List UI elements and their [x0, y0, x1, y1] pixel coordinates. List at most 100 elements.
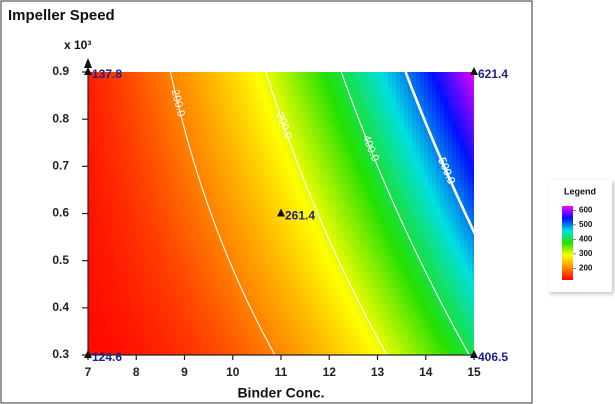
heat-cell: [460, 128, 465, 133]
heat-cell: [412, 160, 417, 165]
heat-cell: [336, 252, 341, 257]
heat-cell: [288, 232, 293, 237]
heat-cell: [308, 212, 313, 217]
heat-cell: [256, 108, 261, 113]
heat-cell: [376, 256, 381, 261]
heat-cell: [248, 192, 253, 197]
heat-cell: [340, 252, 345, 257]
heat-cell: [136, 232, 141, 237]
heat-cell: [280, 132, 285, 137]
heat-cell: [260, 92, 265, 97]
heat-cell: [468, 184, 473, 189]
heat-cell: [204, 152, 209, 157]
heat-cell: [128, 224, 133, 229]
heat-cell: [356, 92, 361, 97]
heat-cell: [380, 120, 385, 125]
heat-cell: [132, 164, 137, 169]
heat-cell: [276, 256, 281, 261]
heat-cell: [208, 200, 213, 205]
heat-cell: [156, 236, 161, 241]
heat-cell: [184, 252, 189, 257]
heat-cell: [120, 76, 125, 81]
heat-cell: [448, 184, 453, 189]
heat-cell: [188, 232, 193, 237]
heat-cell: [380, 260, 385, 265]
heat-cell: [360, 220, 365, 225]
heat-cell: [332, 236, 337, 241]
heat-cell: [264, 188, 269, 193]
heat-cell: [444, 196, 449, 201]
heat-cell: [252, 144, 257, 149]
heat-cell: [172, 160, 177, 165]
heat-cell: [300, 252, 305, 257]
heat-cell: [176, 76, 181, 81]
heat-cell: [128, 268, 133, 273]
heat-cell: [232, 220, 237, 225]
heat-cell: [468, 264, 473, 269]
heat-cell: [240, 200, 245, 205]
heat-cell: [404, 212, 409, 217]
heat-cell: [204, 108, 209, 113]
heat-cell: [348, 216, 353, 221]
heat-cell: [136, 196, 141, 201]
heat-cell: [172, 108, 177, 113]
heat-cell: [276, 204, 281, 209]
heat-cell: [280, 184, 285, 189]
heat-cell: [96, 252, 101, 257]
heat-cell: [336, 152, 341, 157]
heat-cell: [408, 92, 413, 97]
heat-cell: [120, 132, 125, 137]
heat-cell: [380, 204, 385, 209]
heat-cell: [292, 204, 297, 209]
heat-cell: [212, 120, 217, 125]
heat-cell: [236, 272, 241, 277]
heat-cell: [308, 252, 313, 257]
heat-cell: [88, 208, 93, 213]
heat-cell: [300, 224, 305, 229]
heat-cell: [428, 176, 433, 181]
heat-cell: [412, 196, 417, 201]
heat-cell: [424, 96, 429, 101]
heat-cell: [376, 104, 381, 109]
heat-cell: [456, 128, 461, 133]
heat-cell: [168, 188, 173, 193]
heat-cell: [224, 204, 229, 209]
heat-cell: [432, 92, 437, 97]
heat-cell: [356, 224, 361, 229]
heat-cell: [316, 100, 321, 105]
heat-cell: [172, 100, 177, 105]
heat-cell: [268, 252, 273, 257]
heat-cell: [428, 148, 433, 153]
heat-cell: [464, 180, 469, 185]
heat-cell: [368, 96, 373, 101]
heat-cell: [364, 180, 369, 185]
heat-cell: [316, 256, 321, 261]
heat-cell: [300, 84, 305, 89]
heat-cell: [136, 248, 141, 253]
heat-cell: [96, 220, 101, 225]
heat-cell: [392, 272, 397, 277]
heat-cell: [404, 136, 409, 141]
heat-cell: [276, 132, 281, 137]
heat-cell: [268, 224, 273, 229]
heat-cell: [172, 232, 177, 237]
heat-cell: [236, 148, 241, 153]
heat-cell: [156, 192, 161, 197]
heat-cell: [132, 208, 137, 213]
heat-cell: [164, 152, 169, 157]
heat-cell: [100, 112, 105, 117]
heat-cell: [264, 256, 269, 261]
heat-cell: [416, 232, 421, 237]
heat-cell: [472, 188, 474, 193]
heat-cell: [444, 140, 449, 145]
heat-cell: [172, 92, 177, 97]
heat-cell: [460, 264, 465, 269]
heat-cell: [244, 192, 249, 197]
heat-cell: [268, 200, 273, 205]
heat-cell: [124, 260, 129, 265]
heat-cell: [356, 256, 361, 261]
heat-cell: [200, 192, 205, 197]
heat-cell: [324, 136, 329, 141]
heat-cell: [472, 192, 474, 197]
heat-cell: [224, 240, 229, 245]
